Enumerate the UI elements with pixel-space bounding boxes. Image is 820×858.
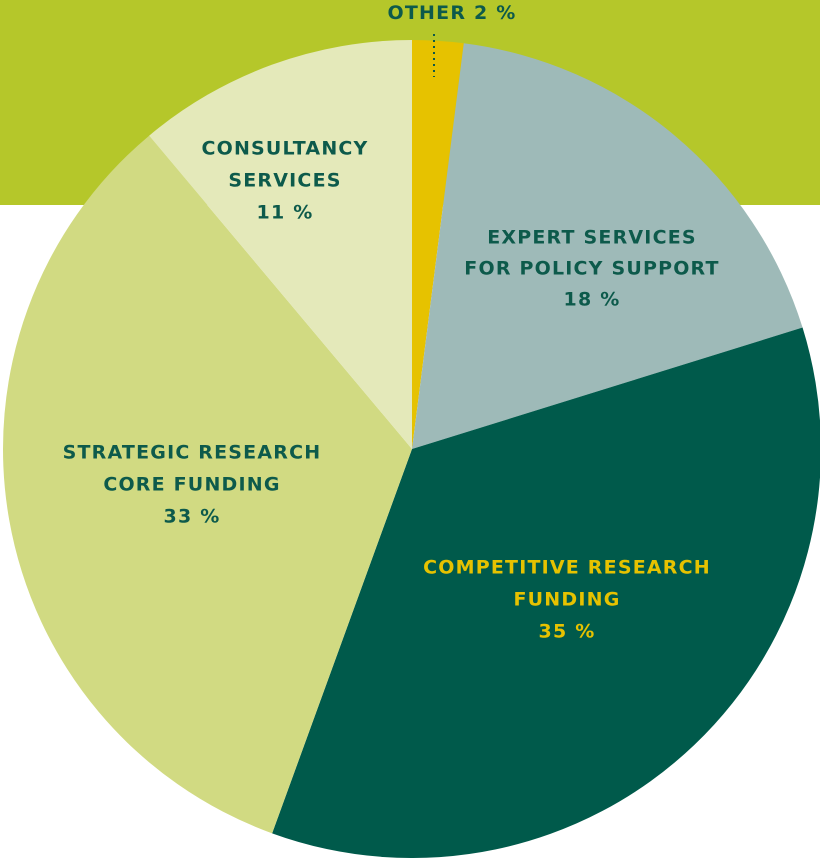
pie-slice	[149, 40, 413, 449]
value-label: 18 %	[564, 289, 621, 311]
value-label: 11 %	[257, 202, 314, 224]
pie	[2, 40, 820, 858]
category-label: EXPERT SERVICES	[487, 227, 697, 249]
category-label: CONSULTANCY	[201, 138, 368, 160]
category-label: SERVICES	[228, 170, 341, 192]
category-label: FUNDING	[513, 589, 620, 611]
value-label: 33 %	[164, 506, 221, 528]
category-label: OTHER	[388, 2, 467, 24]
category-label: COMPETITIVE RESEARCH	[423, 557, 711, 579]
pie-slice	[272, 327, 820, 858]
slice-label: OTHER 2 %	[388, 2, 517, 24]
labels: OTHER 2 % EXPERT SERVICES FOR POLICY SUPPO…	[63, 2, 719, 643]
category-label: STRATEGIC RESEARCH	[63, 442, 322, 464]
category-label: FOR POLICY SUPPORT	[464, 258, 719, 280]
category-label: CORE FUNDING	[103, 474, 280, 496]
pie-slice	[412, 43, 803, 450]
pie-slice	[2, 135, 412, 834]
value-label: 35 %	[539, 621, 596, 643]
value-label: 2 %	[474, 2, 516, 24]
pie-slice	[412, 40, 464, 449]
